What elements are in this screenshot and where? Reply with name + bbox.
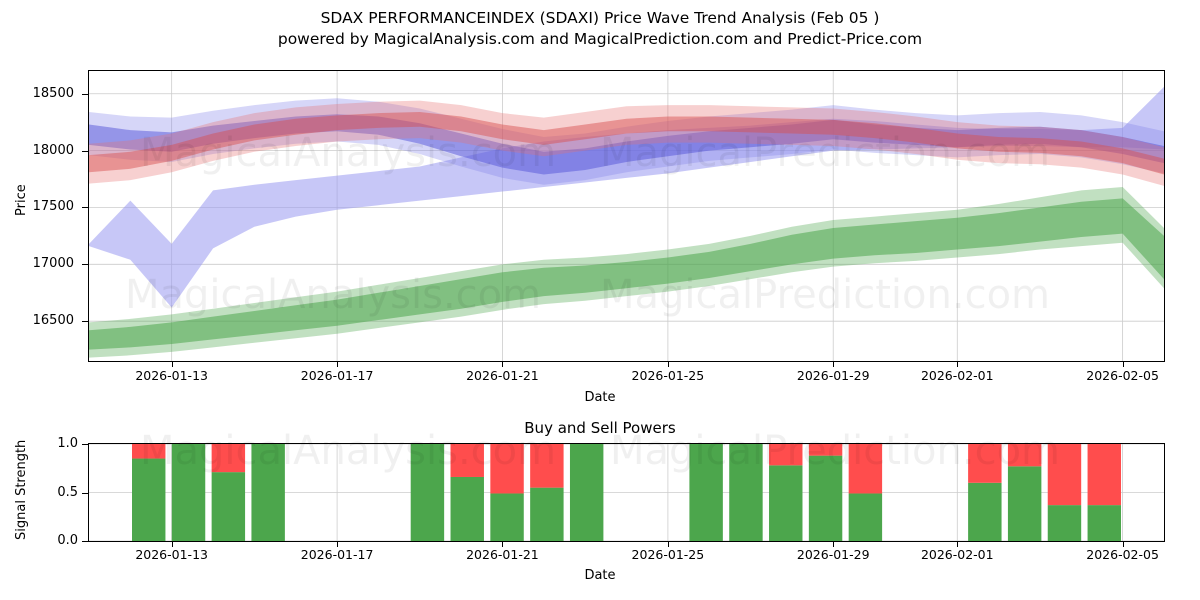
- price-y-tick-label: 17500: [32, 199, 74, 215]
- sell-power-bar: [132, 444, 166, 459]
- price-x-tick-label: 2026-02-05: [1086, 368, 1159, 383]
- sell-power-bar: [1087, 444, 1121, 506]
- price-x-tick-label: 2026-01-17: [300, 368, 374, 383]
- price-band: [89, 114, 1164, 175]
- price-x-tick-label: 2026-02-01: [920, 368, 994, 383]
- price-y-tick-label: 16500: [32, 313, 74, 329]
- bars-plot-area: [88, 443, 1165, 542]
- price-x-tick-label: 2026-01-25: [631, 368, 705, 383]
- price-bands-svg: [89, 71, 1164, 361]
- sell-power-bar: [211, 444, 246, 473]
- buy-power-bar: [848, 493, 883, 541]
- price-band: [89, 111, 1164, 175]
- buy-power-bar: [132, 458, 166, 541]
- price-y-tick-label: 18000: [32, 142, 74, 158]
- sell-power-bar: [1047, 444, 1082, 506]
- buy-power-bar: [769, 465, 803, 541]
- bars-y-tick: [82, 444, 88, 445]
- bars-x-tick: [1122, 542, 1124, 547]
- chart-title-block: SDAX PERFORMANCEINDEX (SDAXI) Price Wave…: [0, 8, 1200, 50]
- bars-svg: [89, 444, 1164, 541]
- price-plot-area: [88, 70, 1165, 362]
- buy-power-bar: [490, 493, 524, 541]
- bars-x-tick: [833, 542, 835, 547]
- bars-x-tick: [337, 542, 339, 547]
- bars-y-tick-label: 1.0: [57, 436, 78, 451]
- bars-x-tick-label: 2026-02-01: [920, 547, 994, 562]
- buy-power-bar: [689, 444, 723, 541]
- price-x-tick: [1122, 362, 1124, 367]
- buy-power-bar: [1087, 505, 1121, 541]
- buy-power-bar: [569, 444, 604, 541]
- buy-power-bar: [968, 482, 1002, 541]
- price-y-tick-label: 18500: [32, 85, 74, 101]
- price-y-axis-label: Price: [14, 184, 29, 216]
- price-band: [89, 98, 1164, 185]
- sell-power-bar: [450, 444, 484, 477]
- bars-y-tick: [82, 541, 88, 542]
- buy-power-bar: [171, 444, 206, 541]
- price-x-tick: [337, 362, 339, 367]
- sell-power-bar: [808, 444, 843, 456]
- price-x-axis-label: Date: [584, 390, 616, 405]
- bars-y-tick: [82, 492, 88, 494]
- bars-x-axis-label: Date: [584, 568, 616, 583]
- buy-power-bar: [410, 444, 445, 541]
- price-x-tick: [833, 362, 835, 367]
- price-x-tick: [667, 362, 669, 367]
- buy-power-bar: [530, 487, 564, 541]
- bars-x-tick-label: 2026-01-25: [631, 547, 705, 562]
- sell-power-bar: [848, 444, 883, 494]
- bars-y-tick-label: 0.5: [57, 484, 78, 500]
- price-band: [89, 198, 1164, 350]
- price-y-tick: [82, 207, 88, 209]
- page-subtitle: powered by MagicalAnalysis.com and Magic…: [277, 30, 923, 48]
- price-y-tick: [82, 264, 88, 266]
- bars-y-tick-label: 0.0: [57, 533, 78, 548]
- bars-x-tick: [171, 542, 173, 547]
- bars-x-tick-label: 2026-01-21: [466, 547, 539, 562]
- bars-x-tick-label: 2026-01-17: [300, 547, 374, 562]
- bars-x-tick-label: 2026-01-13: [135, 547, 208, 562]
- price-x-tick: [502, 362, 504, 367]
- price-band: [89, 100, 1164, 186]
- buy-power-bar: [211, 472, 246, 541]
- buy-power-bar: [450, 476, 484, 541]
- buy-power-bar: [729, 444, 763, 541]
- bars-x-tick: [502, 542, 504, 547]
- buy-power-bar: [808, 455, 843, 541]
- price-x-tick-label: 2026-01-29: [796, 368, 870, 383]
- sell-power-bar: [1007, 444, 1042, 467]
- bars-y-axis-label: Signal Strength: [14, 439, 29, 540]
- price-y-tick-label: 17000: [32, 256, 74, 272]
- buy-power-bar: [1047, 505, 1082, 541]
- price-x-tick-label: 2026-01-21: [466, 368, 539, 383]
- bars-x-tick: [667, 542, 669, 547]
- price-y-tick: [82, 150, 88, 152]
- sell-power-bar: [769, 444, 803, 466]
- price-y-tick: [82, 321, 88, 323]
- sell-power-bar: [490, 444, 524, 494]
- bars-x-tick-label: 2026-01-29: [796, 547, 870, 562]
- price-x-tick: [171, 362, 173, 367]
- price-x-tick: [957, 362, 959, 367]
- buy-power-bar: [1007, 466, 1042, 541]
- sell-power-bar: [530, 444, 564, 488]
- bars-title: Buy and Sell Powers: [524, 419, 676, 437]
- sell-power-bar: [968, 444, 1002, 483]
- price-y-tick: [82, 93, 88, 95]
- buy-power-bar: [251, 444, 285, 541]
- price-x-tick-label: 2026-01-13: [135, 368, 208, 383]
- bars-x-tick-label: 2026-02-05: [1086, 547, 1159, 562]
- bars-x-tick: [957, 542, 959, 547]
- page-title: SDAX PERFORMANCEINDEX (SDAXI) Price Wave…: [320, 9, 880, 27]
